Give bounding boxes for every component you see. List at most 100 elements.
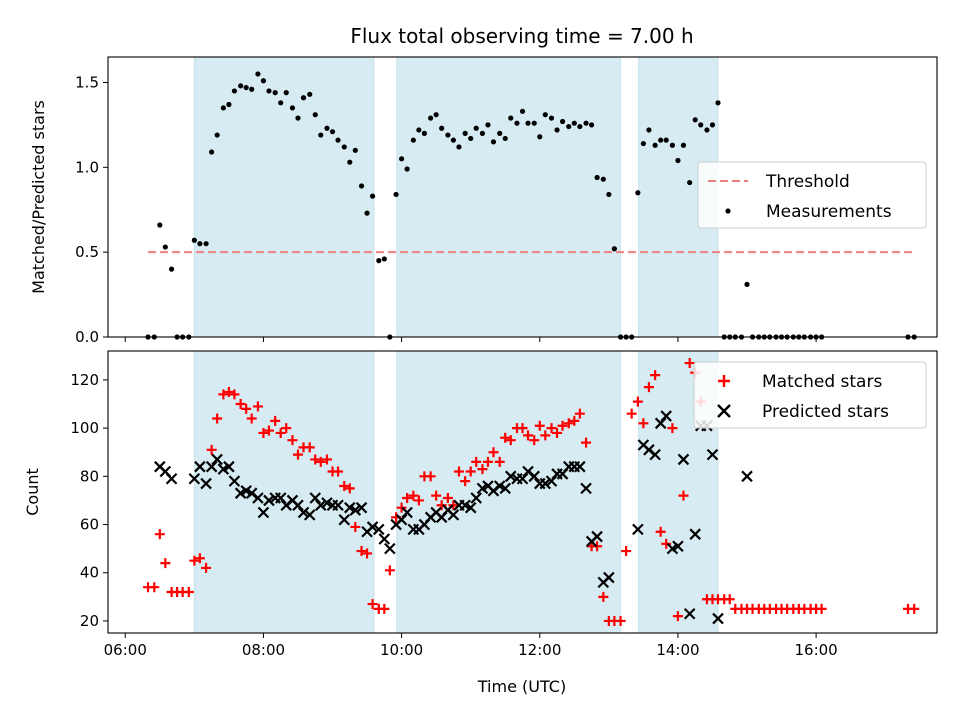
- marker-measurements-35: [347, 159, 353, 165]
- marker-predicted-stars-73: [591, 530, 603, 543]
- marker-matched-stars-2: [154, 529, 165, 540]
- marker-measurements-17: [243, 84, 249, 91]
- marker-matched-stars-25: [287, 435, 298, 446]
- marker-measurements-44: [399, 156, 405, 162]
- marker-measurements-93: [680, 142, 687, 148]
- marker-matched-stars-82: [615, 615, 626, 626]
- marker-matched-stars-89: [655, 526, 666, 537]
- marker-measurements-98: [709, 122, 716, 128]
- y-axis-label-1: Count: [23, 468, 42, 516]
- marker-matched-stars-59: [482, 456, 493, 467]
- marker-predicted-stars-40: [401, 506, 413, 519]
- marker-measurements-91: [669, 142, 676, 148]
- marker-matched-stars-88: [650, 370, 661, 381]
- marker-measurements-88: [652, 142, 658, 148]
- legend-swatch-1: [725, 208, 731, 214]
- marker-measurements-74: [571, 120, 577, 126]
- marker-measurements-64: [514, 120, 520, 126]
- marker-measurements-76: [583, 120, 589, 126]
- marker-matched-stars-86: [638, 418, 649, 429]
- marker-matched-stars-54: [453, 466, 464, 477]
- marker-measurements-56: [468, 135, 474, 142]
- marker-predicted-stars-28: [332, 499, 344, 512]
- marker-matched-stars-44: [396, 502, 407, 513]
- y-tick-label-1-0: 20: [80, 612, 99, 630]
- marker-matched-stars-1: [149, 582, 160, 593]
- marker-predicted-stars-37: [384, 542, 396, 555]
- marker-matched-stars-38: [362, 548, 373, 559]
- marker-matched-stars-13: [218, 389, 229, 400]
- marker-matched-stars-9: [194, 553, 205, 564]
- marker-measurements-97: [704, 127, 710, 133]
- marker-predicted-stars-64: [539, 477, 552, 490]
- marker-predicted-stars-80: [654, 417, 667, 430]
- marker-measurements-12: [214, 132, 220, 138]
- marker-matched-stars-23: [275, 427, 286, 438]
- marker-measurements-63: [508, 115, 514, 121]
- observing-window-0-0: [193, 56, 375, 338]
- marker-predicted-stars-29: [338, 513, 351, 526]
- marker-matched-stars-11: [206, 444, 217, 455]
- marker-predicted-stars-91: [741, 470, 753, 483]
- marker-measurements-9: [197, 241, 203, 247]
- marker-matched-stars-19: [252, 401, 263, 412]
- marker-predicted-stars-7: [211, 453, 223, 466]
- legend-1: Matched stars Predicted stars: [693, 361, 927, 429]
- marker-matched-stars-84: [626, 408, 637, 419]
- marker-measurements-86: [640, 140, 646, 147]
- marker-matched-stars-22: [270, 415, 281, 426]
- observing-window-0-1: [396, 56, 622, 338]
- marker-matched-stars-49: [425, 471, 436, 482]
- marker-measurements-53: [450, 137, 457, 143]
- marker-measurements-39: [369, 193, 376, 199]
- marker-predicted-stars-62: [528, 470, 541, 483]
- y-tick-label-1-2: 60: [80, 516, 99, 534]
- marker-predicted-stars-76: [632, 523, 644, 536]
- marker-measurements-4: [168, 266, 175, 272]
- marker-measurements-20: [260, 78, 267, 84]
- marker-measurements-36: [352, 147, 358, 153]
- x-tick-label-0: 06:00: [104, 641, 147, 659]
- marker-matched-stars-8: [189, 555, 200, 566]
- marker-matched-stars-73: [563, 418, 574, 429]
- marker-measurements-45: [404, 166, 410, 172]
- marker-measurements-60: [490, 139, 497, 145]
- marker-matched-stars-24: [281, 423, 292, 434]
- x-tick-label-2: 10:00: [380, 641, 423, 659]
- marker-predicted-stars-89: [706, 448, 719, 461]
- marker-measurements-2: [157, 222, 163, 228]
- marker-matched-stars-46: [408, 490, 419, 501]
- marker-matched-stars-12: [212, 413, 223, 424]
- marker-measurements-49: [428, 115, 434, 121]
- marker-matched-stars-94: [684, 358, 695, 369]
- marker-measurements-70: [548, 115, 555, 121]
- marker-predicted-stars-65: [545, 475, 558, 487]
- legend-label-1-1: Predicted stars: [762, 402, 889, 422]
- marker-measurements-66: [525, 120, 531, 126]
- marker-predicted-stars-34: [366, 521, 379, 533]
- marker-predicted-stars-90: [712, 612, 724, 625]
- marker-predicted-stars-18: [274, 492, 287, 504]
- marker-matched-stars-83: [621, 546, 632, 557]
- marker-measurements-47: [416, 127, 422, 133]
- marker-matched-stars-78: [592, 541, 603, 552]
- marker-measurements-58: [479, 130, 486, 136]
- marker-matched-stars-57: [471, 456, 482, 467]
- marker-matched-stars-31: [321, 454, 332, 465]
- marker-predicted-stars-35: [373, 523, 385, 536]
- marker-matched-stars-21: [263, 425, 274, 436]
- marker-predicted-stars-21: [292, 499, 304, 512]
- marker-matched-stars-74: [569, 415, 580, 426]
- y-tick-label-1-4: 100: [70, 419, 99, 437]
- marker-predicted-stars-57: [499, 482, 512, 495]
- marker-predicted-stars-85: [683, 607, 696, 620]
- marker-predicted-stars-16: [263, 494, 275, 507]
- marker-measurements-24: [283, 90, 289, 96]
- marker-matched-stars-70: [546, 423, 557, 434]
- marker-measurements-99: [715, 100, 721, 106]
- marker-matched-stars-101: [724, 594, 735, 605]
- marker-predicted-stars-58: [504, 470, 517, 483]
- marker-measurements-104: [744, 281, 750, 287]
- marker-predicted-stars-51: [464, 501, 477, 514]
- marker-predicted-stars-3: [188, 472, 201, 485]
